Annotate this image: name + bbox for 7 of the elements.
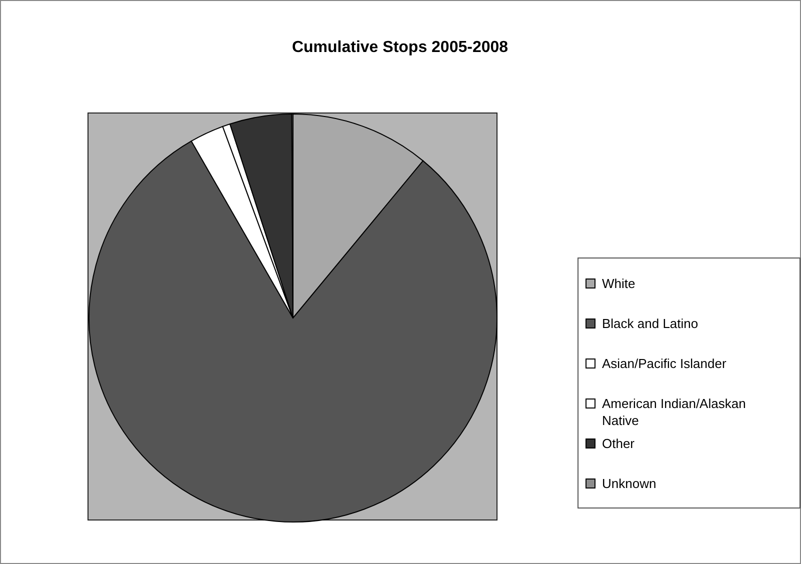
legend-label: Unknown bbox=[602, 476, 656, 491]
chart-title: Cumulative Stops 2005-2008 bbox=[292, 39, 508, 56]
legend-label: Asian/Pacific Islander bbox=[602, 356, 727, 371]
legend-label: American Indian/Alaskan Native bbox=[602, 396, 746, 428]
legend-label: Black and Latino bbox=[602, 316, 698, 331]
legend-label: White bbox=[602, 276, 636, 291]
legend-label: Other bbox=[602, 436, 636, 451]
